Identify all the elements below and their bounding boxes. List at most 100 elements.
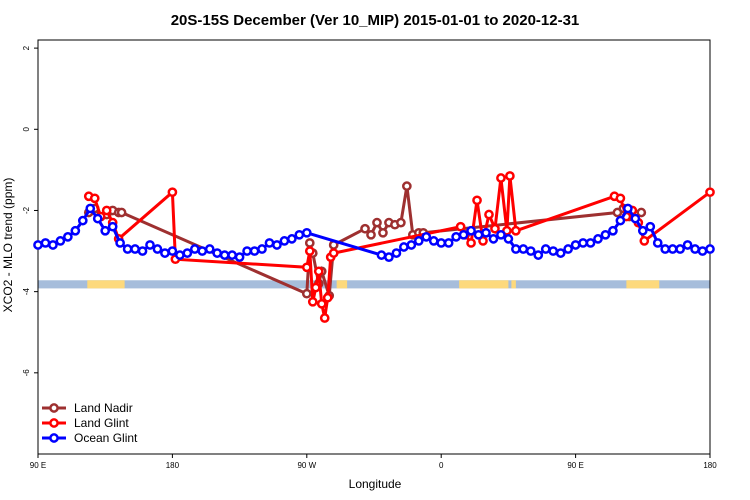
data-point-ocean-glint [242, 246, 252, 256]
x-tick-label: 180 [166, 461, 180, 470]
y-tick-label: 0 [22, 127, 31, 132]
data-point-ocean-glint [533, 250, 544, 260]
land-strip-segment [87, 280, 125, 289]
data-point-ocean-glint [458, 229, 469, 240]
legend-label-land-nadir: Land Nadir [74, 401, 133, 415]
legend-label-land-glint: Land Glint [74, 416, 129, 430]
data-point-land-glint [455, 221, 466, 232]
y-axis-label: XCO2 - MLO trend (ppm) [1, 178, 15, 313]
data-point-ocean-glint [675, 244, 685, 254]
data-point-land-glint [313, 266, 324, 277]
legend-label-ocean-glint: Ocean Glint [74, 431, 138, 445]
data-point-ocean-glint [234, 252, 245, 262]
data-point-land-glint [615, 193, 626, 204]
data-point-ocean-glint [496, 229, 506, 240]
data-point-ocean-glint [585, 238, 596, 248]
data-point-land-nadir [304, 238, 315, 248]
data-point-ocean-glint [33, 240, 43, 250]
land-strip-segment [511, 280, 516, 289]
data-point-ocean-glint [660, 244, 671, 254]
x-tick-label: 180 [703, 461, 717, 470]
data-point-ocean-glint [637, 225, 648, 236]
data-point-land-nadir [396, 217, 406, 228]
series-ocean-glint [33, 203, 715, 262]
data-point-ocean-glint [204, 244, 215, 254]
x-tick-label: 90 E [30, 461, 46, 470]
data-point-ocean-glint [63, 232, 73, 242]
data-point-ocean-glint [645, 221, 656, 232]
data-point-ocean-glint [466, 225, 476, 236]
data-point-ocean-glint [384, 252, 394, 262]
data-point-ocean-glint [399, 242, 409, 252]
data-point-ocean-glint [473, 229, 484, 240]
data-point-ocean-glint [257, 244, 267, 254]
data-point-land-glint [466, 238, 476, 248]
data-point-land-glint [301, 262, 312, 273]
data-point-land-glint [496, 173, 506, 183]
data-point-ocean-glint [145, 240, 155, 250]
data-point-ocean-glint [421, 232, 432, 242]
y-tick-label: 2 [22, 45, 31, 50]
data-point-ocean-glint [511, 244, 521, 254]
data-point-ocean-glint [264, 238, 275, 248]
data-point-ocean-glint [100, 225, 111, 236]
data-point-ocean-glint [697, 246, 708, 256]
data-point-ocean-glint [189, 244, 200, 254]
land-strip-segment [336, 280, 348, 289]
legend-marker-ocean-glint [49, 433, 59, 443]
data-point-ocean-glint [55, 236, 66, 246]
data-point-ocean-glint [600, 229, 611, 240]
data-point-ocean-glint [115, 238, 125, 248]
data-point-land-glint [484, 209, 494, 220]
data-point-land-nadir [636, 207, 647, 218]
data-point-ocean-glint [130, 244, 140, 254]
data-point-land-glint [478, 236, 488, 246]
y-tick-label: -6 [22, 369, 31, 377]
y-tick-label: -2 [22, 206, 31, 214]
data-point-ocean-glint [406, 240, 417, 250]
data-point-ocean-glint [548, 246, 559, 256]
data-point-land-glint [307, 296, 318, 307]
chart-title: 20S-15S December (Ver 10_MIP) 2015-01-01… [171, 12, 580, 29]
data-point-ocean-glint [555, 248, 566, 258]
data-point-ocean-glint [705, 244, 715, 254]
data-point-ocean-glint [593, 234, 603, 244]
data-point-ocean-glint [70, 225, 81, 236]
data-point-land-nadir [116, 207, 127, 218]
data-point-land-glint [472, 195, 482, 206]
data-point-ocean-glint [227, 250, 237, 260]
data-point-ocean-glint [182, 248, 193, 258]
data-point-land-glint [511, 225, 521, 236]
data-point-land-nadir [360, 223, 370, 234]
data-point-ocean-glint [92, 213, 103, 224]
data-point-ocean-glint [503, 234, 514, 244]
data-point-ocean-glint [615, 215, 626, 226]
data-point-ocean-glint [578, 238, 588, 248]
data-point-ocean-glint [287, 234, 297, 244]
data-point-ocean-glint [518, 244, 529, 254]
data-point-land-glint [167, 187, 178, 198]
data-point-land-nadir [402, 181, 412, 191]
data-point-ocean-glint [40, 238, 51, 248]
data-point-ocean-glint [376, 250, 387, 260]
data-point-ocean-glint [301, 227, 312, 238]
data-point-land-glint [639, 236, 650, 246]
data-point-land-glint [304, 246, 315, 256]
data-point-ocean-glint [690, 244, 700, 254]
data-point-ocean-glint [488, 234, 499, 244]
data-point-ocean-glint [428, 236, 439, 246]
data-point-ocean-glint [197, 246, 208, 256]
data-point-ocean-glint [682, 240, 693, 250]
data-point-ocean-glint [436, 238, 447, 248]
land-strip-segment [626, 280, 660, 289]
data-point-land-glint [310, 282, 321, 293]
land-strip-segment [459, 280, 509, 289]
data-point-land-glint [322, 292, 333, 303]
data-point-land-glint [89, 193, 100, 204]
legend-marker-land-glint [49, 418, 59, 428]
legend-marker-land-nadir [49, 403, 59, 413]
x-tick-label: 90 E [567, 461, 583, 470]
data-point-ocean-glint [160, 248, 170, 258]
series-layer [33, 171, 715, 323]
